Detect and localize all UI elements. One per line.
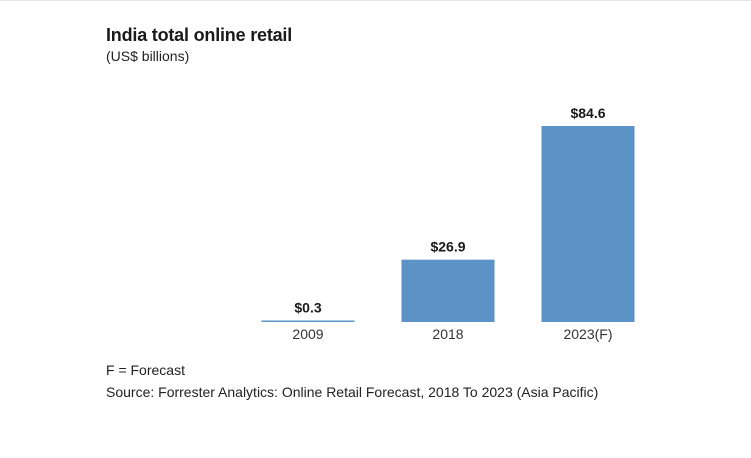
chart-title: India total online retail [106,25,293,45]
data-label: $84.6 [570,105,605,121]
x-tick-label: 2018 [432,326,463,342]
data-label: $0.3 [294,300,321,316]
data-label: $26.9 [430,239,465,255]
x-tick-label: 2009 [292,326,323,342]
chart-subtitle: (US$ billions) [106,48,190,64]
bar-2023-f [541,126,635,322]
source-note: Source: Forrester Analytics: Online Reta… [106,384,599,400]
x-tick-label: 2023(F) [563,326,612,342]
top-border [0,0,751,1]
footnote: F = Forecast [106,362,185,378]
bar-2018 [401,259,495,322]
bar-2009 [261,320,355,322]
